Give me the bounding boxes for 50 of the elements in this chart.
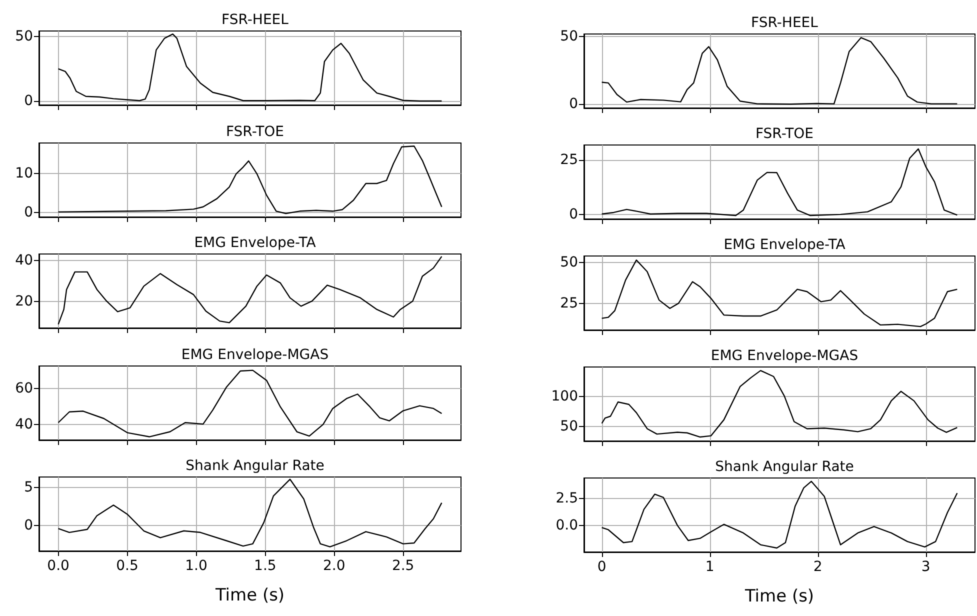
y-tick-label: 0: [24, 204, 33, 220]
y-tick-label: 25: [560, 295, 578, 312]
y-tick-label: 2.5: [556, 490, 578, 507]
y-tick-label: 0: [569, 96, 578, 112]
line-series: [601, 480, 958, 549]
x-tick-label: 1: [705, 559, 714, 575]
chart-title: Shank Angular Rate: [715, 459, 854, 475]
y-tick-label: 40: [15, 416, 33, 432]
y-tick-label: 0: [569, 206, 578, 222]
chart-title: EMG Envelope-TA: [194, 235, 316, 251]
x-tick-label: 1.5: [254, 558, 276, 574]
x-tick-label: 0.5: [116, 558, 138, 574]
y-tick-label: 40: [15, 252, 33, 269]
y-tick-label: 0: [24, 518, 33, 534]
x-tick-label: 0.0: [47, 558, 70, 574]
chart-title: FSR-HEEL: [222, 12, 289, 28]
y-tick-label: 50: [560, 418, 578, 434]
x-tick-label: 2.5: [392, 558, 414, 574]
x-axis-title: Time (s): [744, 586, 814, 606]
y-tick-label: 100: [551, 388, 578, 405]
line-series: [58, 146, 442, 214]
y-tick-label: 50: [560, 28, 578, 45]
y-tick-label: 0: [24, 93, 33, 110]
y-tick-label: 50: [15, 28, 33, 45]
line-series: [601, 370, 958, 438]
y-tick-label: 50: [560, 254, 578, 271]
chart-title: EMG Envelope-TA: [724, 237, 846, 253]
x-tick-label: 2.0: [322, 558, 346, 574]
chart-title: EMG Envelope-MGAS: [181, 347, 329, 363]
line-series: [58, 33, 442, 102]
y-tick-label: 10: [15, 165, 33, 182]
y-tick-label: 25: [560, 152, 578, 168]
y-tick-label: 20: [15, 294, 33, 310]
chart-title: FSR-TOE: [755, 126, 814, 142]
chart-title: FSR-TOE: [226, 124, 284, 140]
line-series: [601, 148, 958, 216]
chart-title: EMG Envelope-MGAS: [710, 348, 858, 364]
line-series: [601, 37, 958, 105]
y-tick-label: 5: [24, 480, 33, 496]
line-series: [58, 370, 442, 438]
y-tick-label: 0.0: [556, 517, 578, 534]
x-tick-label: 0: [597, 559, 606, 575]
chart-title: FSR-HEEL: [751, 15, 818, 31]
x-axis-title: Time (s): [214, 586, 285, 606]
line-series: [601, 259, 958, 328]
chart-title: Shank Angular Rate: [186, 458, 324, 474]
x-tick-label: 2: [813, 559, 822, 575]
x-tick-label: 3: [921, 559, 930, 575]
y-tick-label: 60: [15, 380, 33, 397]
x-tick-label: 1.0: [185, 558, 208, 574]
